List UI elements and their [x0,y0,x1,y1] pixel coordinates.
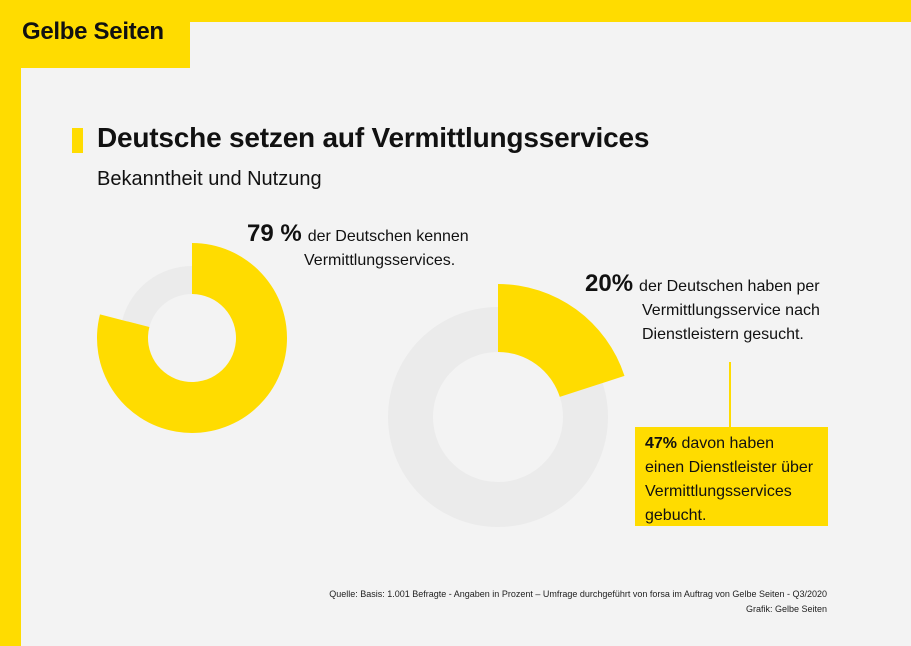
booking-text-line4: gebucht. [645,507,707,524]
left-accent-bar [0,0,21,646]
donut-segment-rest [388,307,608,527]
brand-logo-text: Gelbe Seiten [22,18,164,45]
booking-text-line2: einen Dienstleister über [645,459,814,476]
booking-text-line1: davon haben [681,435,775,452]
donut-chart-awareness [96,243,287,434]
brand-logo: Gelbe Seiten [0,0,190,68]
page-subtitle: Bekanntheit und Nutzung [97,168,322,190]
page-title: Deutsche setzen auf Vermittlungsservices [97,122,650,153]
awareness-label: 79 % der Deutschen kennen Vermittlungsser… [247,222,487,273]
usage-text-line3: Dienstleistern gesucht. [642,326,804,343]
usage-percent: 20% [585,270,634,297]
donut-segment-highlight [498,284,625,397]
top-accent-bar [0,0,911,22]
donut-segment-highlight [96,243,287,434]
booking-callout-box: 47% davon haben einen Dienstleister über… [635,427,828,526]
booking-text-line3: Vermittlungsservices [645,483,792,500]
title-accent-mark [72,128,83,153]
usage-text-line2: Vermittlungsservice nach [642,302,820,319]
donut-segment-rest [122,266,192,328]
source-note: Quelle: Basis: 1.001 Befragte - Angaben … [329,589,827,599]
donut-chart-usage [388,284,625,527]
callout-connector-line [729,362,731,428]
usage-label: 20% der Deutschen haben per Vermittlungss… [585,272,845,347]
booking-percent: 47% [645,435,678,452]
graphic-credit: Grafik: Gelbe Seiten [745,604,827,614]
usage-text-line1: der Deutschen haben per [639,278,820,295]
awareness-text-line2: Vermittlungsservices. [304,252,456,269]
awareness-text-line1: der Deutschen kennen [307,228,469,245]
awareness-percent: 79 % [247,220,302,247]
